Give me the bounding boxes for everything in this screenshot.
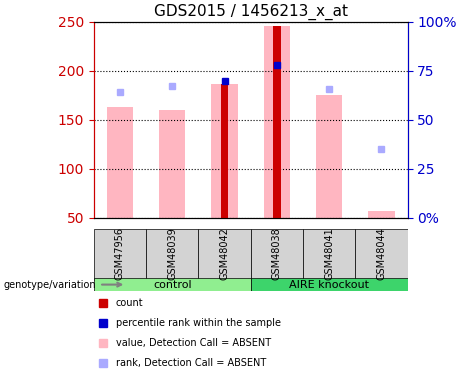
Text: GSM48038: GSM48038 [272,227,282,280]
Text: AIRE knockout: AIRE knockout [289,280,369,290]
Text: GSM47956: GSM47956 [115,227,125,280]
Bar [212,84,237,218]
Text: GSM48042: GSM48042 [219,227,230,280]
Text: rank, Detection Call = ABSENT: rank, Detection Call = ABSENT [116,358,266,368]
Bar [107,107,133,218]
Bar [368,211,395,218]
Text: GSM48039: GSM48039 [167,227,177,280]
FancyBboxPatch shape [251,229,303,280]
Text: percentile rank within the sample: percentile rank within the sample [116,318,281,328]
Bar [273,26,281,218]
Text: value, Detection Call = ABSENT: value, Detection Call = ABSENT [116,338,271,348]
Bar [316,95,342,218]
Text: count: count [116,298,143,308]
Text: genotype/variation: genotype/variation [4,280,121,290]
FancyBboxPatch shape [303,229,355,280]
FancyBboxPatch shape [198,229,251,280]
Title: GDS2015 / 1456213_x_at: GDS2015 / 1456213_x_at [154,4,348,20]
Text: control: control [153,280,192,290]
Bar [221,84,229,218]
Text: GSM48041: GSM48041 [324,227,334,280]
Text: GSM48044: GSM48044 [377,227,386,280]
FancyBboxPatch shape [146,229,198,280]
FancyBboxPatch shape [94,229,146,280]
FancyBboxPatch shape [251,278,408,291]
FancyBboxPatch shape [355,229,408,280]
Bar [264,26,290,218]
Bar [159,110,185,218]
FancyBboxPatch shape [94,278,251,291]
